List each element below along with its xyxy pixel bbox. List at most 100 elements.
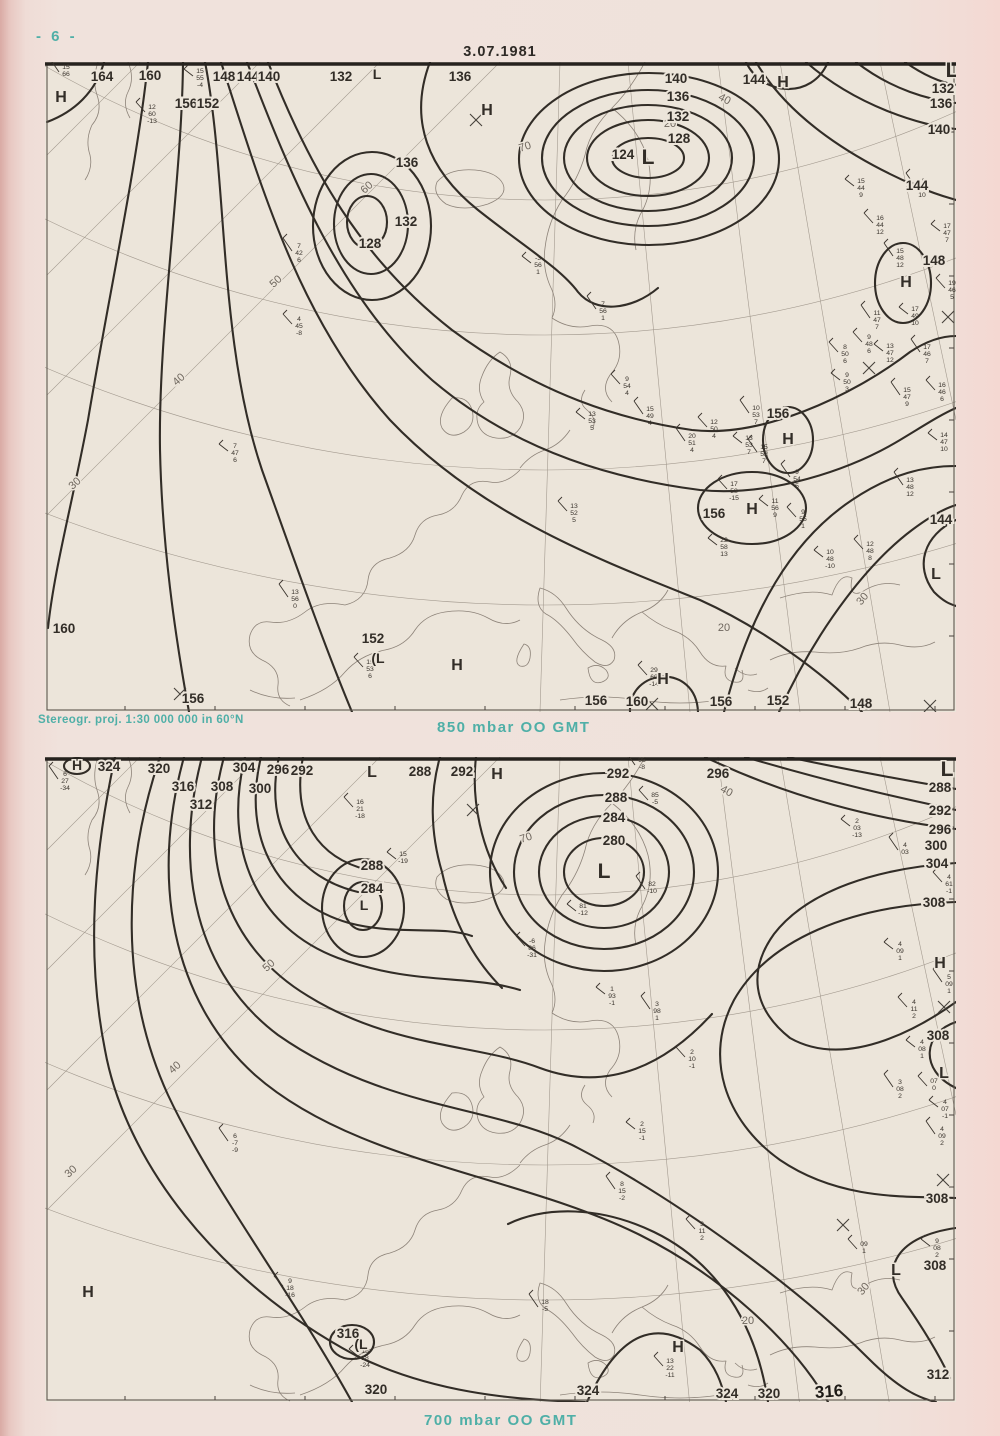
station-values: 1 93 -1 bbox=[608, 986, 616, 1007]
contour-label: 148 bbox=[850, 696, 873, 711]
contour-label: 304 bbox=[233, 760, 256, 775]
station-values: 8 15 -2 bbox=[618, 1181, 626, 1202]
station-plot: 13 52 5 bbox=[557, 496, 578, 524]
contour-label: 156 bbox=[703, 506, 726, 521]
station-plot: 13 47 12 bbox=[873, 339, 894, 364]
contour-label: 152 bbox=[197, 96, 220, 111]
station-values: 15 44 10 bbox=[918, 178, 926, 199]
contour-label: 292 bbox=[607, 766, 630, 781]
high-center-marker: H bbox=[481, 102, 493, 119]
station-plot: 17 47 7 bbox=[930, 219, 951, 244]
contour-label: 284 bbox=[361, 881, 384, 896]
contour-label: 308 bbox=[926, 1191, 949, 1206]
contour-label: 148 bbox=[213, 69, 236, 84]
station-plot: -3 56 1 bbox=[521, 251, 542, 276]
station-values: 4 03 bbox=[901, 842, 909, 856]
station-plot: 13 53 5 bbox=[575, 407, 596, 432]
station-plot: 8 50 6 bbox=[828, 337, 849, 365]
contour-label: 156 bbox=[182, 691, 205, 706]
station-plot: 4 09 1 bbox=[883, 937, 904, 962]
station-plot: 17 46 7 bbox=[910, 334, 931, 365]
low-center-marker: L bbox=[598, 860, 611, 883]
station-plot: 17 58 -15 bbox=[717, 474, 739, 502]
low-center-marker: L bbox=[941, 758, 954, 781]
station-values: -6 86 -31 bbox=[527, 938, 537, 959]
contour-label: 132 bbox=[330, 69, 353, 84]
contour-label: 128 bbox=[359, 236, 382, 251]
station-values: 13 52 5 bbox=[570, 503, 578, 524]
station-plot: 4 08 1 bbox=[905, 1035, 926, 1060]
contour-label: 136 bbox=[449, 69, 472, 84]
station-plot: 15 48 12 bbox=[883, 238, 904, 269]
station-plot: 9 54 5 bbox=[780, 459, 801, 490]
low-center-marker: L bbox=[367, 764, 377, 781]
station-values: 18 -5 bbox=[541, 1299, 549, 1313]
station-plot: 1 93 -1 bbox=[595, 982, 616, 1007]
station-values: 2 10 -1 bbox=[688, 1049, 696, 1070]
station-plot: 16 46 6 bbox=[925, 375, 946, 403]
station-values: 15 52 7 bbox=[760, 444, 768, 465]
station-plot: 13 48 12 bbox=[893, 467, 914, 498]
contour-label: 296 bbox=[707, 766, 730, 781]
station-plot: 4 11 2 bbox=[897, 992, 918, 1020]
station-values: 17 58 -15 bbox=[729, 481, 739, 502]
contour-label: 136 bbox=[930, 96, 953, 111]
station-plot: 15 18 -24 bbox=[348, 1344, 370, 1369]
station-values: 2 15 -1 bbox=[638, 1121, 646, 1142]
station-values: 9 48 6 bbox=[865, 334, 873, 355]
station-plot: 16 44 12 bbox=[863, 208, 884, 236]
coastlines bbox=[84, 62, 936, 707]
station-plot: 19 53 6 bbox=[353, 652, 374, 680]
low-center-marker: L bbox=[360, 897, 369, 913]
station-plot: 15 55 -4 bbox=[183, 64, 204, 89]
station-values: 13 48 12 bbox=[906, 477, 914, 498]
station-cross-marks bbox=[173, 113, 955, 712]
contour-label: 156 bbox=[710, 694, 733, 709]
station-plot: 95 -8 bbox=[628, 757, 646, 771]
station-plot: 7 47 6 bbox=[218, 439, 239, 464]
station-values: 3 98 1 bbox=[653, 1001, 661, 1022]
station-plot: 12 48 8 bbox=[853, 534, 874, 562]
station-plot: 3 11 2 bbox=[685, 1214, 706, 1242]
station-values: 4 09 2 bbox=[938, 1126, 946, 1147]
station-values: 15 55 -4 bbox=[196, 68, 204, 89]
station-plot: -6 86 -31 bbox=[515, 931, 537, 959]
station-plot: 9 08 2 bbox=[920, 1234, 941, 1259]
station-plot: 10 48 -10 bbox=[813, 545, 835, 570]
frame-tick-marks bbox=[124, 131, 954, 710]
station-values: 8 50 6 bbox=[841, 344, 849, 365]
contour-label: 296 bbox=[929, 822, 952, 837]
low-center-marker: L bbox=[939, 1065, 949, 1082]
contour-label: 296 bbox=[267, 762, 290, 777]
station-values: 9 54 4 bbox=[623, 376, 631, 397]
station-plot: 11 56 9 bbox=[758, 494, 779, 519]
station-plot: 15 -19 bbox=[386, 847, 408, 865]
station-plot: 6 27 -34 bbox=[48, 761, 70, 792]
contour-label: 320 bbox=[365, 1382, 388, 1397]
contour-label: 284 bbox=[603, 810, 626, 825]
page-number: - 6 - bbox=[36, 28, 78, 45]
station-plot: 29 60 -14 bbox=[637, 660, 659, 688]
station-plot: 4 09 2 bbox=[925, 1116, 946, 1147]
high-center-marker: H bbox=[491, 766, 503, 783]
station-values: 9 50 3 bbox=[843, 372, 851, 393]
station-plot: 15 44 9 bbox=[844, 174, 865, 199]
contour-label: 324 bbox=[98, 759, 121, 774]
contour-label: 292 bbox=[451, 764, 474, 779]
station-plot: 5 09 1 bbox=[932, 964, 953, 995]
station-values: 95 -8 bbox=[638, 757, 646, 771]
station-values: 12 48 8 bbox=[866, 541, 874, 562]
station-plot: 4 03 bbox=[888, 832, 909, 856]
contour-label: 316 bbox=[337, 1326, 360, 1341]
high-center-marker: H bbox=[900, 274, 912, 291]
station-plot: 4 45 -8 bbox=[282, 309, 303, 337]
station-cross-marks bbox=[466, 803, 951, 1232]
station-plot: 14 47 10 bbox=[927, 428, 948, 453]
contour-label: 160 bbox=[53, 621, 76, 636]
station-plot: 10 53 7 bbox=[739, 395, 760, 426]
contour-label: 156 bbox=[175, 96, 198, 111]
station-plot: 4 07 -1 bbox=[928, 1095, 949, 1120]
station-plot: 12 60 -13 bbox=[135, 97, 157, 125]
contour-label: 320 bbox=[758, 1386, 781, 1401]
